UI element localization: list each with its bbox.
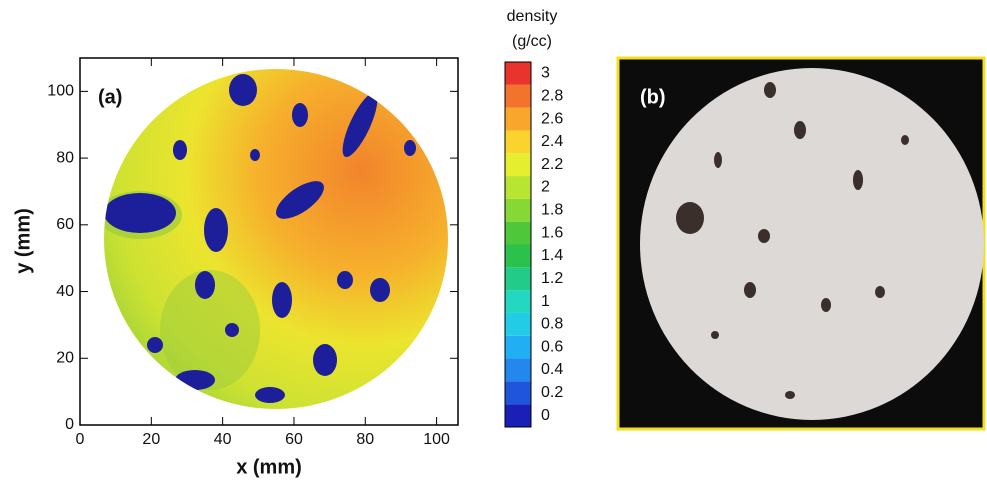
colorbar-title: (g/cc) [512,33,552,50]
colorbar-tick-label: 0.4 [541,361,563,378]
colorbar-tick-label: 2.4 [541,133,563,150]
colorbar-band [505,221,531,245]
colorbar-band [505,312,531,336]
colorbar-band [505,176,531,199]
x-tick-label: 60 [285,431,303,448]
colorbar-tick-label: 2.2 [541,156,563,173]
colorbar-tick-label: 1.6 [541,224,563,241]
x-tick-label: 0 [76,431,85,448]
colorbar-band [505,107,531,131]
colorbar-tick-label: 1.4 [541,247,563,264]
y-tick-label: 80 [56,149,74,166]
colorbar-band [505,267,531,291]
colorbar-band [505,153,531,177]
colorbar-band [505,130,531,154]
y-tick-label: 60 [56,216,74,233]
colorbar-band [505,62,531,85]
colorbar-tick-label: 0.2 [541,384,563,401]
x-tick-label: 100 [423,431,450,448]
y-tick-label: 100 [47,83,74,100]
colorbar-band [505,290,531,313]
x-tick-label: 20 [142,431,160,448]
colorbar-tick-label: 2.6 [541,110,563,127]
y-tick-label: 40 [56,283,74,300]
colorbar-band [505,358,531,382]
colorbar-band [505,381,531,405]
colorbar-band [505,404,531,427]
colorbar-frame [504,61,532,428]
panel-label: (b) [640,86,666,108]
y-tick-label: 20 [56,349,74,366]
colorbar-tick-label: 3 [541,65,550,82]
density-map [104,69,448,409]
colorbar-tick-label: 1.2 [541,270,563,287]
x-axis-label: x (mm) [236,456,302,478]
colorbar-band [505,335,531,359]
x-tick-label: 40 [214,431,232,448]
panel-label: (a) [98,86,122,108]
colorbar-band [505,198,531,222]
y-axis-label: y (mm) [12,208,34,274]
colorbar-band [505,244,531,268]
colorbar-tick-label: 0.6 [541,338,563,355]
colorbar-title: density [507,8,558,25]
colorbar-tick-label: 2.8 [541,87,563,104]
y-tick-label: 0 [65,416,74,433]
colorbar-tick-label: 1 [541,293,550,310]
colorbar-tick-label: 0 [541,407,550,424]
colorbar-tick-label: 0.8 [541,316,563,333]
colorbar-tick-label: 2 [541,179,550,196]
photo [616,56,986,431]
x-tick-label: 80 [356,431,374,448]
colorbar-band [505,84,531,108]
colorbar-tick-label: 1.8 [541,202,563,219]
axes-frame [79,57,459,426]
